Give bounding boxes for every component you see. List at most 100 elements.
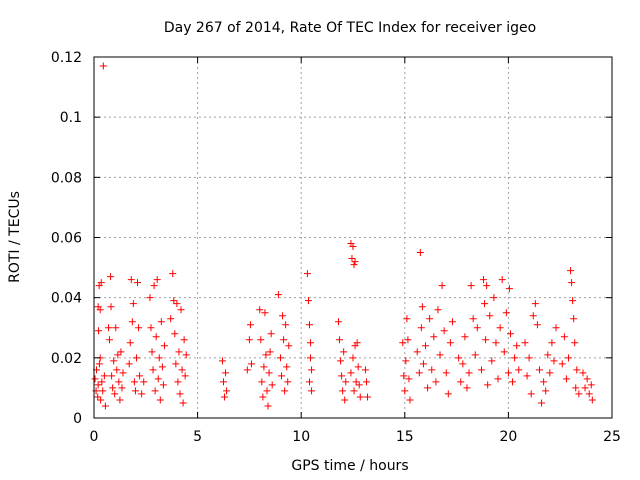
data-point: [107, 303, 115, 311]
data-point: [558, 360, 566, 368]
data-point: [564, 354, 572, 362]
data-point: [172, 360, 180, 368]
data-point: [153, 276, 161, 284]
x-tick-label: 0: [90, 429, 99, 445]
y-axis-label: ROTI / TECUs: [7, 191, 23, 283]
data-point: [426, 315, 434, 323]
data-point: [484, 381, 492, 389]
y-tick-label: 0.1: [60, 110, 82, 126]
data-point: [361, 366, 369, 374]
data-point: [260, 363, 268, 371]
data-point: [463, 384, 471, 392]
data-point: [262, 351, 270, 359]
data-point: [585, 390, 593, 398]
x-axis-label: GPS time / hours: [291, 458, 408, 474]
data-point: [94, 393, 102, 401]
data-point: [550, 357, 558, 365]
data-point: [486, 312, 494, 320]
data-point: [128, 318, 136, 326]
data-point: [99, 387, 107, 395]
data-point: [284, 378, 292, 386]
chart-title: Day 267 of 2014, Rate Of TEC Index for r…: [164, 20, 536, 36]
data-point: [171, 330, 179, 338]
data-point: [340, 348, 348, 356]
data-point: [342, 378, 350, 386]
data-point: [504, 369, 512, 377]
data-point: [114, 351, 122, 359]
data-point: [399, 339, 407, 347]
data-point: [428, 366, 436, 374]
data-point: [100, 372, 108, 380]
data-point: [182, 351, 190, 359]
data-point: [587, 381, 595, 389]
data-point: [173, 300, 181, 308]
data-point: [130, 378, 138, 386]
data-point: [147, 324, 155, 332]
data-point: [422, 342, 430, 350]
data-point: [355, 381, 363, 389]
y-tick-label: 0.04: [51, 291, 82, 307]
data-point: [572, 384, 580, 392]
data-point: [353, 339, 361, 347]
data-point: [111, 390, 119, 398]
data-point: [99, 62, 107, 70]
data-point: [579, 369, 587, 377]
data-point: [303, 270, 311, 278]
data-point: [405, 375, 413, 383]
data-point: [167, 315, 175, 323]
data-point: [348, 255, 356, 263]
data-point: [101, 402, 109, 410]
y-tick-label: 0: [73, 411, 82, 427]
data-point: [483, 282, 491, 290]
data-point: [354, 363, 362, 371]
data-point: [178, 366, 186, 374]
data-point: [117, 348, 125, 356]
data-point: [108, 372, 116, 380]
data-point: [283, 363, 291, 371]
data-point: [281, 387, 289, 395]
grid-lines: [94, 57, 612, 418]
data-point: [404, 336, 412, 344]
data-point: [544, 351, 552, 359]
data-point: [304, 297, 312, 305]
y-tick-label: 0.06: [51, 231, 82, 247]
data-point: [334, 318, 342, 326]
data-point: [362, 378, 370, 386]
data-point: [546, 369, 554, 377]
data-point: [513, 342, 521, 350]
data-point: [98, 378, 106, 386]
data-point: [436, 351, 444, 359]
data-point: [308, 366, 316, 374]
data-point: [444, 390, 452, 398]
data-point: [285, 342, 293, 350]
data-point: [525, 354, 533, 362]
data-point: [170, 297, 178, 305]
data-point: [268, 381, 276, 389]
data-point: [540, 378, 548, 386]
data-point: [110, 357, 118, 365]
data-point: [118, 384, 126, 392]
data-point: [560, 333, 568, 341]
data-point: [548, 339, 556, 347]
data-point: [488, 357, 496, 365]
data-point: [521, 339, 529, 347]
data-point: [457, 378, 465, 386]
data-point: [400, 372, 408, 380]
data-point: [352, 378, 360, 386]
data-point: [481, 300, 489, 308]
data-point: [220, 378, 227, 386]
data-point: [258, 378, 266, 386]
data-point: [403, 315, 411, 323]
data-point: [562, 375, 570, 383]
data-point: [538, 399, 546, 407]
data-point: [221, 393, 229, 401]
y-tick-label: 0.02: [51, 351, 82, 367]
data-point: [119, 369, 127, 377]
data-point: [106, 336, 114, 344]
data-point: [155, 354, 163, 362]
data-point: [509, 378, 517, 386]
data-point: [506, 330, 514, 338]
data-point: [349, 354, 357, 362]
data-point: [448, 318, 456, 326]
